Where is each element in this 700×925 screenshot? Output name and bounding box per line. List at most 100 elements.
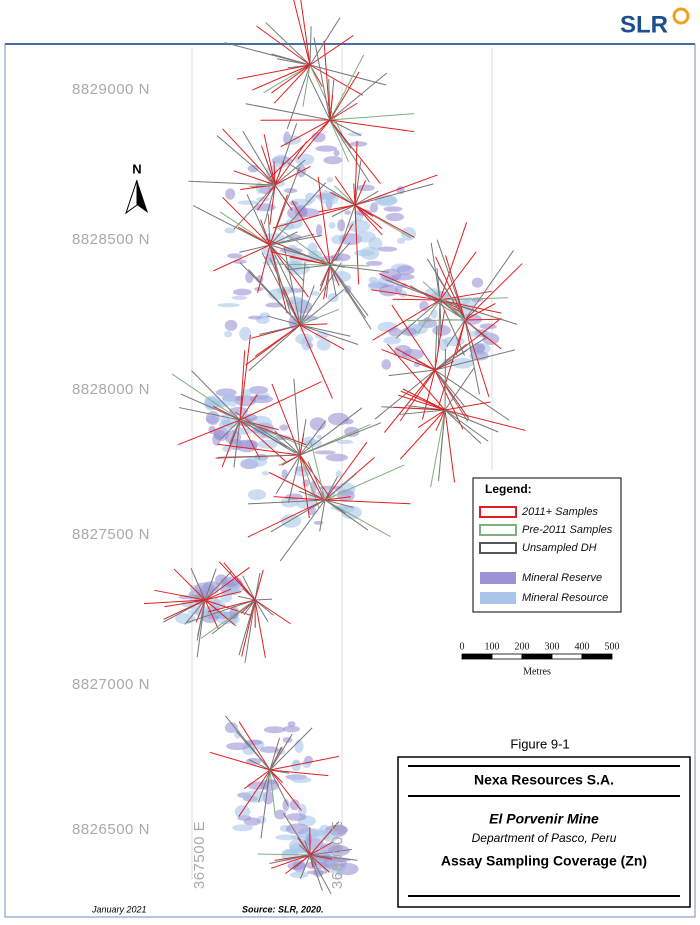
date: January 2021 (91, 904, 147, 914)
drill-hole (286, 64, 311, 130)
northing-label: 8828500 N (72, 231, 150, 248)
scale-bar: 0 100 200 300 400 500 Metres (460, 641, 620, 677)
ore-body (315, 145, 338, 152)
drill-hole (374, 369, 436, 420)
drill-hole (299, 454, 332, 499)
ore-body (239, 326, 252, 341)
ore-body (354, 249, 375, 257)
ore-body (259, 746, 279, 753)
drill-hole (313, 37, 331, 121)
ore-body (224, 722, 238, 734)
drill-hole (269, 184, 276, 225)
ore-body (469, 351, 489, 361)
drill-hole (171, 373, 241, 421)
ore-body (385, 212, 405, 222)
ore-body (266, 779, 278, 785)
drill-hole (324, 473, 357, 501)
legend-title: Legend: (485, 482, 532, 496)
drill-hole (329, 119, 415, 133)
drill-hole (204, 567, 250, 601)
drill-hole (289, 256, 331, 266)
drill-hole (269, 854, 311, 864)
drill-hole (270, 499, 326, 533)
drill-hole (299, 324, 359, 345)
ore-body (287, 721, 296, 727)
drill-hole (354, 204, 415, 238)
drill-hole (317, 176, 331, 266)
drill-hole (180, 393, 241, 421)
drill-hole (248, 759, 271, 771)
drill-hole (269, 737, 281, 771)
drill-hole (297, 837, 311, 856)
ore-body (475, 343, 486, 354)
drill-hole (324, 499, 411, 505)
drill-hole (239, 381, 322, 421)
map-grid (191, 48, 493, 880)
ore-body (247, 489, 267, 501)
ore-body (257, 439, 278, 449)
drill-hole (395, 348, 436, 371)
drill-hole (245, 103, 331, 121)
ore-body (229, 398, 237, 407)
drill-hole (254, 324, 301, 357)
ore-body (248, 315, 263, 320)
drill-hole (269, 119, 331, 179)
drill-hole (242, 575, 256, 601)
drill-hole (254, 599, 291, 625)
drill-hole (269, 194, 288, 246)
drill-hole (269, 769, 289, 806)
drill-hole (213, 244, 271, 272)
drill-hole (438, 409, 446, 482)
drill-hole (438, 319, 466, 406)
drill-hole (324, 476, 338, 501)
drill-hole (324, 499, 346, 514)
legend-label: Mineral Reserve (522, 572, 602, 584)
drill-hole (444, 409, 489, 442)
ore-body (296, 164, 306, 178)
drill-hole (259, 324, 301, 336)
drill-hole (204, 599, 252, 617)
drill-hole (243, 599, 256, 616)
drill-hole (444, 367, 475, 411)
drill-hole (178, 407, 241, 421)
drill-hole (258, 769, 271, 803)
drill-hole (269, 244, 288, 314)
drill-hole (238, 599, 256, 656)
drill-hole (284, 246, 331, 266)
drill-hole (309, 17, 341, 66)
legend-label: 2011+ Samples (521, 506, 598, 518)
drill-hole (297, 119, 331, 160)
drill-hole (248, 324, 301, 372)
ore-body (231, 295, 247, 300)
drill-hole (446, 319, 466, 347)
drill-hole (225, 715, 271, 771)
ore-body (237, 200, 260, 205)
ore-body (292, 859, 306, 873)
drill-hole (269, 746, 283, 771)
drill-hole (329, 242, 351, 266)
drill-hole (309, 64, 387, 86)
drill-hole (402, 388, 446, 411)
legend-swatch (480, 592, 516, 604)
logo: SLR (620, 11, 668, 38)
drill-hole (234, 411, 301, 456)
ore-body (301, 336, 312, 351)
drill-hole (239, 394, 258, 421)
ore-body (333, 149, 340, 157)
ore-body (289, 871, 309, 879)
ore-body (302, 759, 312, 769)
arrow-left (125, 179, 138, 215)
ore-body (285, 813, 307, 821)
drill-hole (223, 562, 256, 601)
legend-swatch (479, 506, 517, 518)
ore-body (244, 456, 268, 468)
ore-body (215, 574, 228, 586)
drill-hole (354, 190, 379, 206)
drill-hole (334, 176, 356, 206)
scale-label: 400 (575, 641, 590, 652)
drill-hole (196, 599, 206, 658)
drill-hole (177, 419, 241, 446)
drill-hole (200, 599, 256, 639)
legend-swatch (479, 524, 517, 536)
